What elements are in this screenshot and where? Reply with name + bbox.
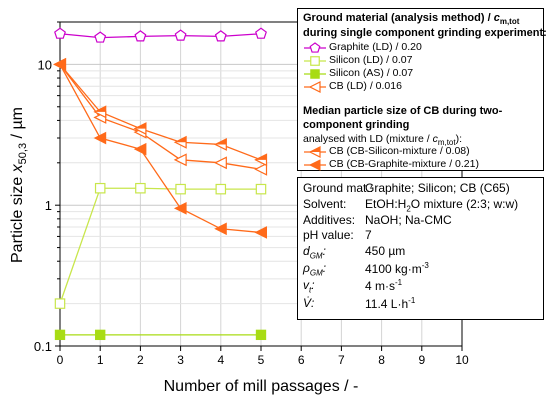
series-line xyxy=(59,64,262,234)
x-tick-label: 10 xyxy=(455,353,469,367)
x-axis-label: Number of mill passages / - xyxy=(164,378,359,395)
series-line xyxy=(59,63,262,170)
data-point xyxy=(93,131,107,145)
data-point xyxy=(135,182,146,194)
y-tick-label: 1 xyxy=(45,198,52,213)
y-tick-label: 10 xyxy=(38,57,52,72)
data-point-half-fill xyxy=(215,138,227,145)
data-point xyxy=(53,58,66,71)
series xyxy=(54,329,267,341)
param-ground-material: Ground mat.: Graphite; Silicon; CB (C65) xyxy=(303,181,510,195)
data-point xyxy=(309,42,321,53)
data-point xyxy=(54,298,66,309)
param-vdot: V̇: 11.4 L·h-1 xyxy=(303,296,416,311)
series xyxy=(53,58,267,239)
data-point xyxy=(255,27,267,39)
y-axis-label: Particle size x50,3 / µm xyxy=(9,107,29,263)
data-point xyxy=(134,30,147,42)
legend-symbol xyxy=(304,159,326,171)
legend-symbol xyxy=(304,56,326,66)
y-tick-label: 0.1 xyxy=(34,339,52,354)
x-tick-label: 8 xyxy=(378,353,385,367)
series xyxy=(54,182,267,309)
data-point xyxy=(310,56,320,66)
x-tick-label: 4 xyxy=(217,353,224,367)
data-point xyxy=(310,69,320,79)
data-point xyxy=(95,329,106,341)
data-point xyxy=(215,183,227,195)
series-layer xyxy=(53,27,268,341)
data-point xyxy=(213,156,227,170)
param-solvent: Solvent: EtOH:H2O mixture (2:3; w:w) xyxy=(303,197,519,214)
legend-symbol xyxy=(304,69,326,79)
param-dgm: dGM: 450 µm xyxy=(303,244,406,261)
data-point-half-fill xyxy=(175,136,187,143)
x-tick-label: 3 xyxy=(177,353,184,367)
legend-title-line2: during single component grinding experim… xyxy=(303,27,547,39)
series-line xyxy=(59,33,262,39)
data-point xyxy=(54,27,66,39)
x-tick-label: 2 xyxy=(137,353,144,367)
data-point xyxy=(94,182,106,194)
series-line xyxy=(59,187,261,304)
legend-symbol xyxy=(304,42,326,53)
axis-ticks: 0 1 2 3 4 5 6 7 8 9 10 0.1 1 10 xyxy=(34,21,469,367)
parameters-box: Ground mat.: Graphite; Silicon; CB (C65) … xyxy=(297,177,544,320)
legend-title2-line2: component grinding xyxy=(303,119,410,131)
data-point-half-fill xyxy=(94,106,106,112)
x-tick-label: 7 xyxy=(338,353,345,367)
data-point xyxy=(214,222,227,236)
param-additives: Additives: NaOH; Na-CMC xyxy=(303,213,452,227)
legend-symbol xyxy=(304,146,326,158)
x-tick-label: 6 xyxy=(298,353,305,367)
param-vt: vt: 4 m·s-1 xyxy=(303,278,403,295)
legend-subtitle: analysed with LD (mixture / cm,tot): xyxy=(303,133,463,148)
data-point xyxy=(255,183,267,195)
legend-title-line1: Ground material (analysis method) / cm,t… xyxy=(303,12,520,27)
x-tick-label: 1 xyxy=(97,353,104,367)
series xyxy=(54,27,267,43)
data-point-half-fill xyxy=(310,147,320,152)
x-tick-label: 0 xyxy=(57,353,64,367)
x-tick-label: 5 xyxy=(258,353,265,367)
data-point-half-fill xyxy=(255,154,267,160)
data-point xyxy=(94,31,107,43)
data-point xyxy=(254,226,267,239)
param-ph: pH value: 7 xyxy=(303,228,372,242)
data-point-half-fill xyxy=(134,123,146,129)
x-tick-label: 9 xyxy=(418,353,425,367)
data-point xyxy=(214,30,227,42)
data-point xyxy=(255,329,267,341)
data-point xyxy=(54,329,66,341)
legend-title2-line1: Median particle size of CB during two- xyxy=(303,105,503,117)
data-point xyxy=(175,183,186,195)
data-point xyxy=(174,29,187,41)
param-rho: ρGM: 4100 kg·m-3 xyxy=(303,261,429,278)
series-line xyxy=(59,63,262,161)
data-point xyxy=(254,162,268,176)
data-point xyxy=(173,153,187,167)
data-point xyxy=(133,142,147,156)
legend: Ground material (analysis method) / cm,t… xyxy=(297,8,547,171)
data-point xyxy=(308,159,321,171)
legend-symbol xyxy=(304,81,326,93)
data-point xyxy=(173,202,187,215)
data-point xyxy=(308,81,321,93)
